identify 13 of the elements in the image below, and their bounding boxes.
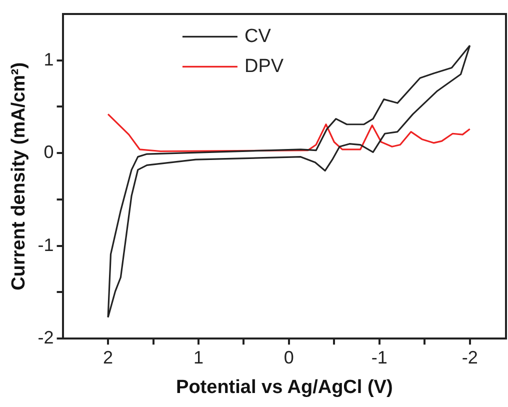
x-axis-title: Potential vs Ag/AgCl (V) bbox=[176, 376, 393, 398]
y-tick-label: -2 bbox=[38, 328, 54, 348]
legend-label: DPV bbox=[244, 56, 284, 77]
x-tick-label: -2 bbox=[462, 347, 478, 368]
y-axis-title: Current density (mA/cm²) bbox=[8, 62, 30, 290]
x-tick-label: 1 bbox=[193, 347, 204, 368]
y-tick-label: 1 bbox=[44, 49, 54, 70]
x-tick-label: 2 bbox=[103, 347, 114, 368]
y-tick-label: -1 bbox=[38, 234, 54, 255]
x-tick-label: 0 bbox=[284, 347, 294, 368]
y-tick-label: 0 bbox=[44, 142, 54, 162]
legend-label: CV bbox=[244, 26, 272, 47]
x-tick-label: -1 bbox=[371, 347, 388, 368]
